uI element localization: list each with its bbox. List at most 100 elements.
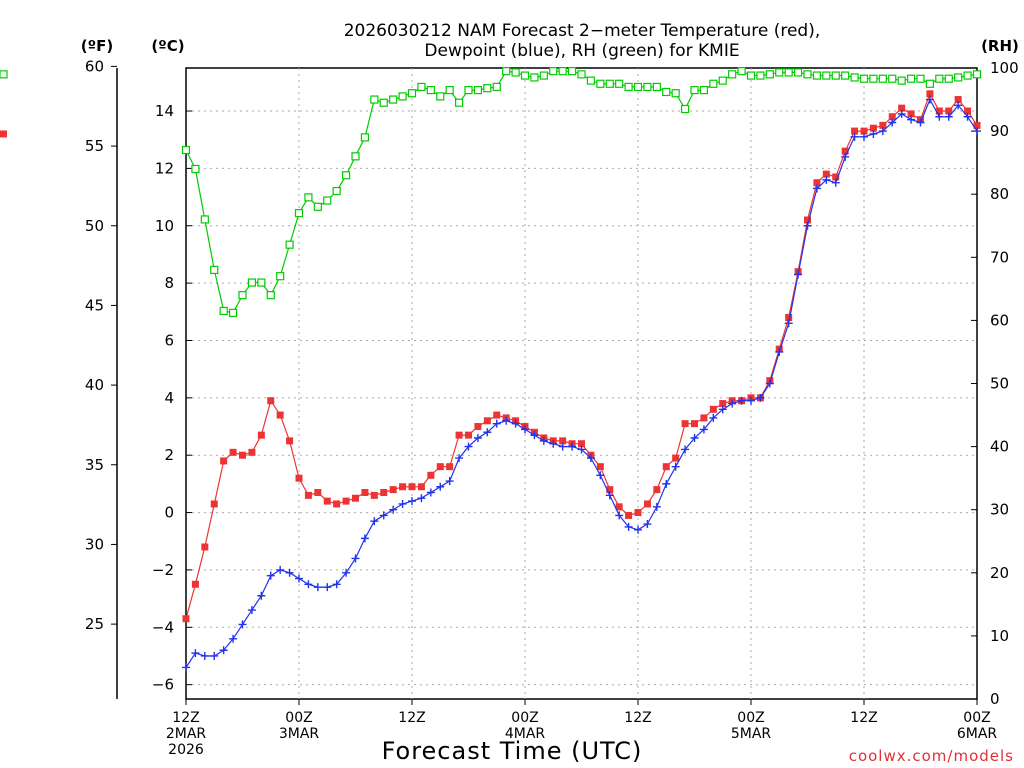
celsius-tick-label: 10 [155,217,174,235]
x-tick-label: 12Z [172,710,199,726]
rh-point [859,74,869,83]
2-meter-temperature-point [304,491,312,499]
rh-point [746,71,756,80]
dewpoint-point [511,419,520,428]
dewpoint-point [304,580,313,589]
2-meter-temperature-point [493,411,501,419]
rh-point [351,152,360,161]
rh-point [878,74,887,83]
2-meter-temperature-point [286,437,294,445]
2-meter-temperature-point [945,107,953,115]
dewpoint-point [925,95,934,104]
rh-point [812,71,822,80]
dewpoint-point [586,454,595,463]
rh-point [652,82,661,92]
2-meter-temperature-point [389,486,397,494]
dewpoint-point [417,494,426,503]
celsius-tick-label: −6 [152,676,174,694]
dewpoint-point [935,112,944,121]
2-meter-temperature-point [465,431,472,439]
dewpoint-point [737,396,746,405]
dewpoint-point [812,184,821,193]
rh-point [728,70,737,79]
2-meter-temperature-point [813,179,821,187]
dewpoint-point [473,433,482,442]
dewpoint-point [916,118,925,127]
celsius-tick-label: 2 [164,446,174,464]
2-meter-temperature-point [681,420,689,428]
fahrenheit-tick-label: 40 [85,376,104,394]
rh-point [238,291,247,300]
dewpoint-point [841,152,850,161]
rh-point [285,240,294,249]
rh-point [662,87,671,97]
x-tick-label: 00Z [737,710,764,726]
rh-tick-label: 0 [990,690,1000,708]
rh-point [718,76,727,85]
2-meter-temperature-point [483,417,491,425]
rh-point [210,265,219,275]
rh-line [185,70,978,314]
dewpoint-point [634,525,642,534]
celsius-tick-label: 4 [164,389,174,407]
dewpoint-point [351,554,360,563]
dewpoint-point [718,405,727,414]
2-meter-temperature-point [634,509,642,517]
2-meter-temperature-point [455,431,463,439]
dewpoint-point [963,112,972,121]
rh-point [596,79,605,88]
rh-point [247,278,257,287]
dewpoint-point [313,583,322,592]
2-meter-temperature-point [709,405,717,413]
rh-tick-label: 70 [990,248,1009,266]
2-meter-temperature-point [427,471,435,479]
2-meter-temperature-point [408,483,416,491]
dewpoint-point [615,511,624,520]
x-tick-label: 00Z [511,710,538,726]
dewpoint-point [878,127,887,136]
rh-point [690,85,699,95]
rh-point [436,92,445,101]
rh-tick-label: 80 [990,185,1009,203]
rh-point [257,278,266,287]
dewpoint-point [426,488,435,497]
rh-point [709,79,718,88]
rh-point [464,85,473,95]
2-meter-temperature-point [935,107,943,115]
2-meter-temperature-point [239,451,246,459]
celsius-tick-label: 8 [164,274,174,292]
dewpoint-point [295,574,303,583]
rh-point [577,70,586,79]
2-meter-temperature-point [436,463,444,471]
dewpoint-point [342,568,351,577]
2-meter-temperature-point [333,500,341,508]
2-meter-temperature-point [578,440,585,448]
dewpoint-point [662,479,671,488]
2-meter-temperature-point [973,121,981,129]
dewpoint-point [822,175,831,184]
x-tick-label: 2MAR [166,726,207,742]
dewpoint-point [624,522,633,531]
rh-point [483,84,492,93]
2-meter-temperature-point [841,147,849,155]
rh-point [784,68,793,77]
rh-point [341,171,351,180]
dewpoint-point [445,477,454,486]
dewpoint-point [276,565,285,574]
2-meter-temperature-point [474,423,482,431]
dewpoint-point [549,439,558,448]
dewpoint-point [850,132,859,141]
x-tick-label: 00Z [285,710,312,726]
2-meter-temperature-point [785,314,793,322]
rh-point [831,71,840,80]
rh-point [389,95,398,104]
dewpoint-point [238,620,247,629]
rh-point [841,71,850,80]
dewpoint-point [596,471,605,480]
dewpoint-point [229,634,238,643]
rh-point [191,164,200,174]
grid-layer [186,68,977,699]
dewpoint-point [709,413,718,422]
rh-point [897,76,906,85]
